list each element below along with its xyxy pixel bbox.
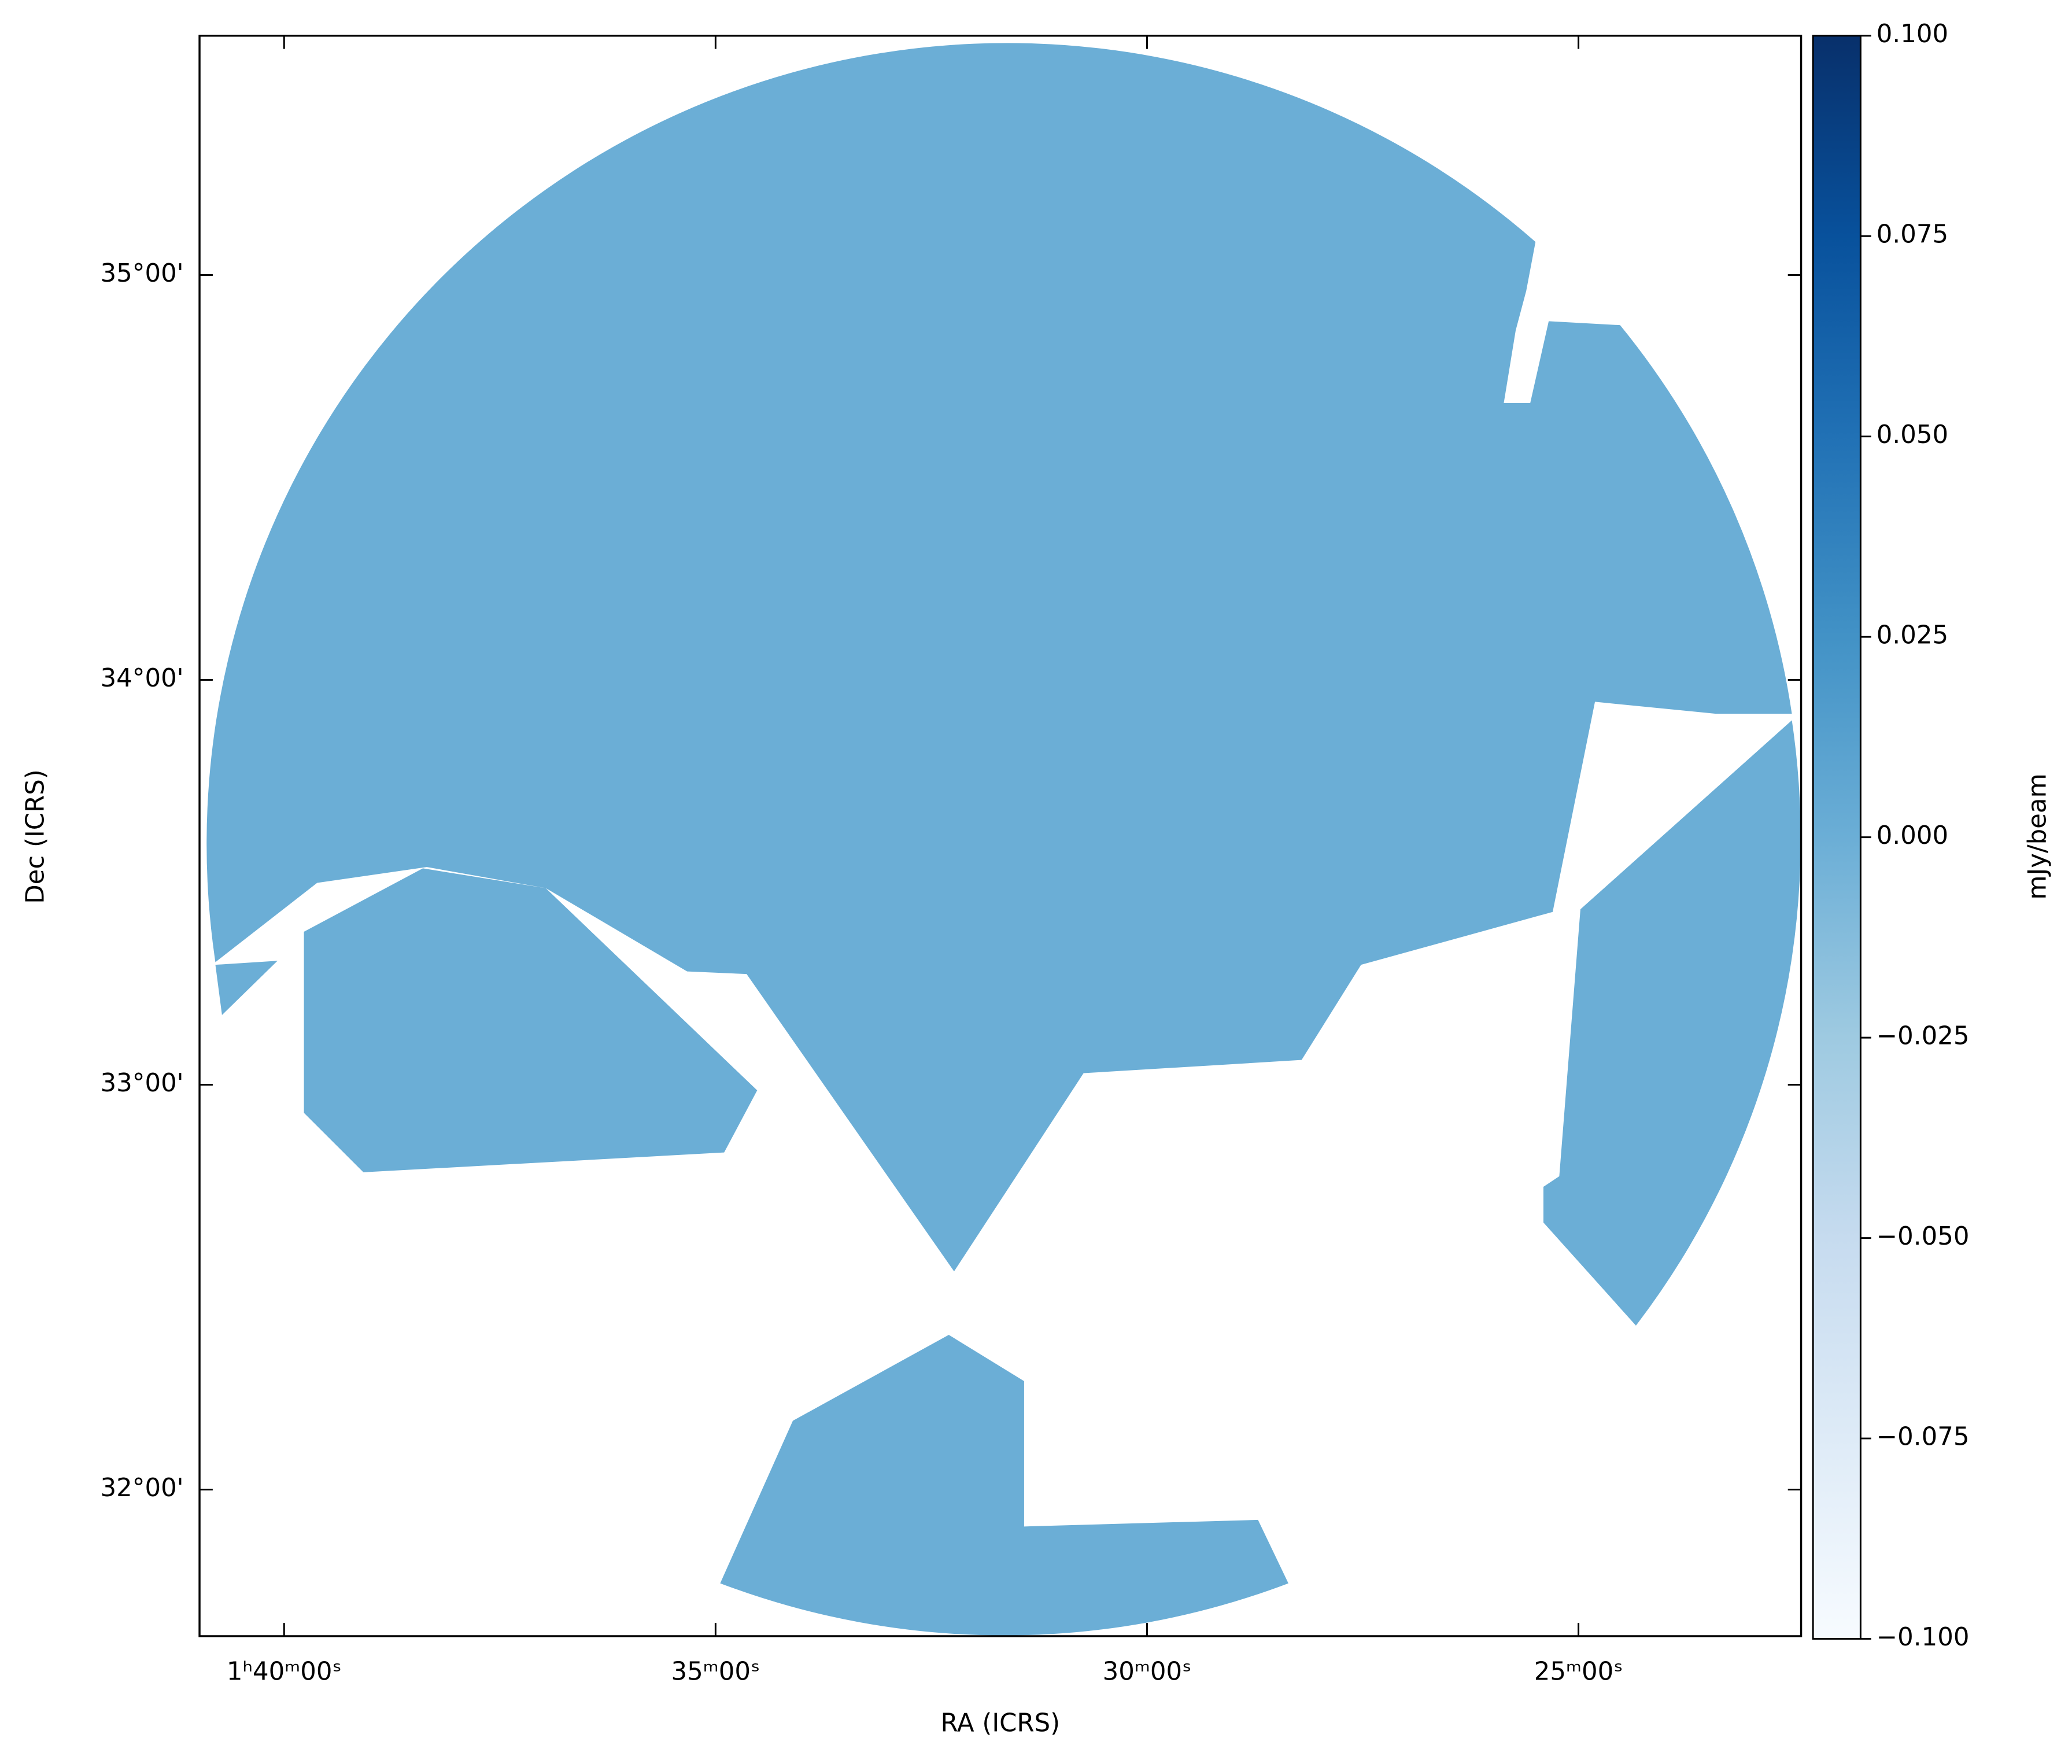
colorbar-tick-label: −0.100 xyxy=(1877,1623,1970,1652)
colorbar-tick-label: 0.000 xyxy=(1877,821,1948,850)
x-tick-label: 25ᵐ00ˢ xyxy=(1534,1657,1623,1686)
colorbar-label: mJy/beam xyxy=(2023,773,2052,900)
colorbar-tick-label: −0.025 xyxy=(1877,1022,1970,1051)
image-region xyxy=(206,43,1792,1272)
y-tick-label: 32°00' xyxy=(101,1474,184,1503)
y-tick-label: 35°00' xyxy=(101,259,184,288)
image-region xyxy=(215,961,278,1015)
colorbar-tick-label: 0.050 xyxy=(1877,420,1948,449)
sky-image xyxy=(206,43,1801,1636)
x-tick-label: 30ᵐ00ˢ xyxy=(1103,1657,1192,1686)
y-tick-label: 33°00' xyxy=(101,1069,184,1098)
colorbar-tick-label: 0.100 xyxy=(1877,20,1948,49)
y-tick-label: 34°00' xyxy=(101,664,184,693)
x-tick-label: 1ʰ40ᵐ00ˢ xyxy=(227,1657,342,1686)
colorbar-tick-label: −0.050 xyxy=(1877,1222,1970,1251)
colorbar-tick-label: 0.025 xyxy=(1877,621,1948,650)
axes-frame xyxy=(198,35,1803,1637)
colorbar-tick-label: 0.075 xyxy=(1877,220,1948,249)
colorbar-tick-label: −0.075 xyxy=(1877,1423,1970,1452)
colorbar xyxy=(1812,35,1862,1640)
x-tick-label: 35ᵐ00ˢ xyxy=(671,1657,760,1686)
image-region xyxy=(1543,720,1801,1326)
image-region xyxy=(304,868,758,1172)
y-axis-label: Dec (ICRS) xyxy=(21,769,50,903)
x-axis-label: RA (ICRS) xyxy=(941,1709,1061,1738)
image-region xyxy=(720,1334,1288,1636)
